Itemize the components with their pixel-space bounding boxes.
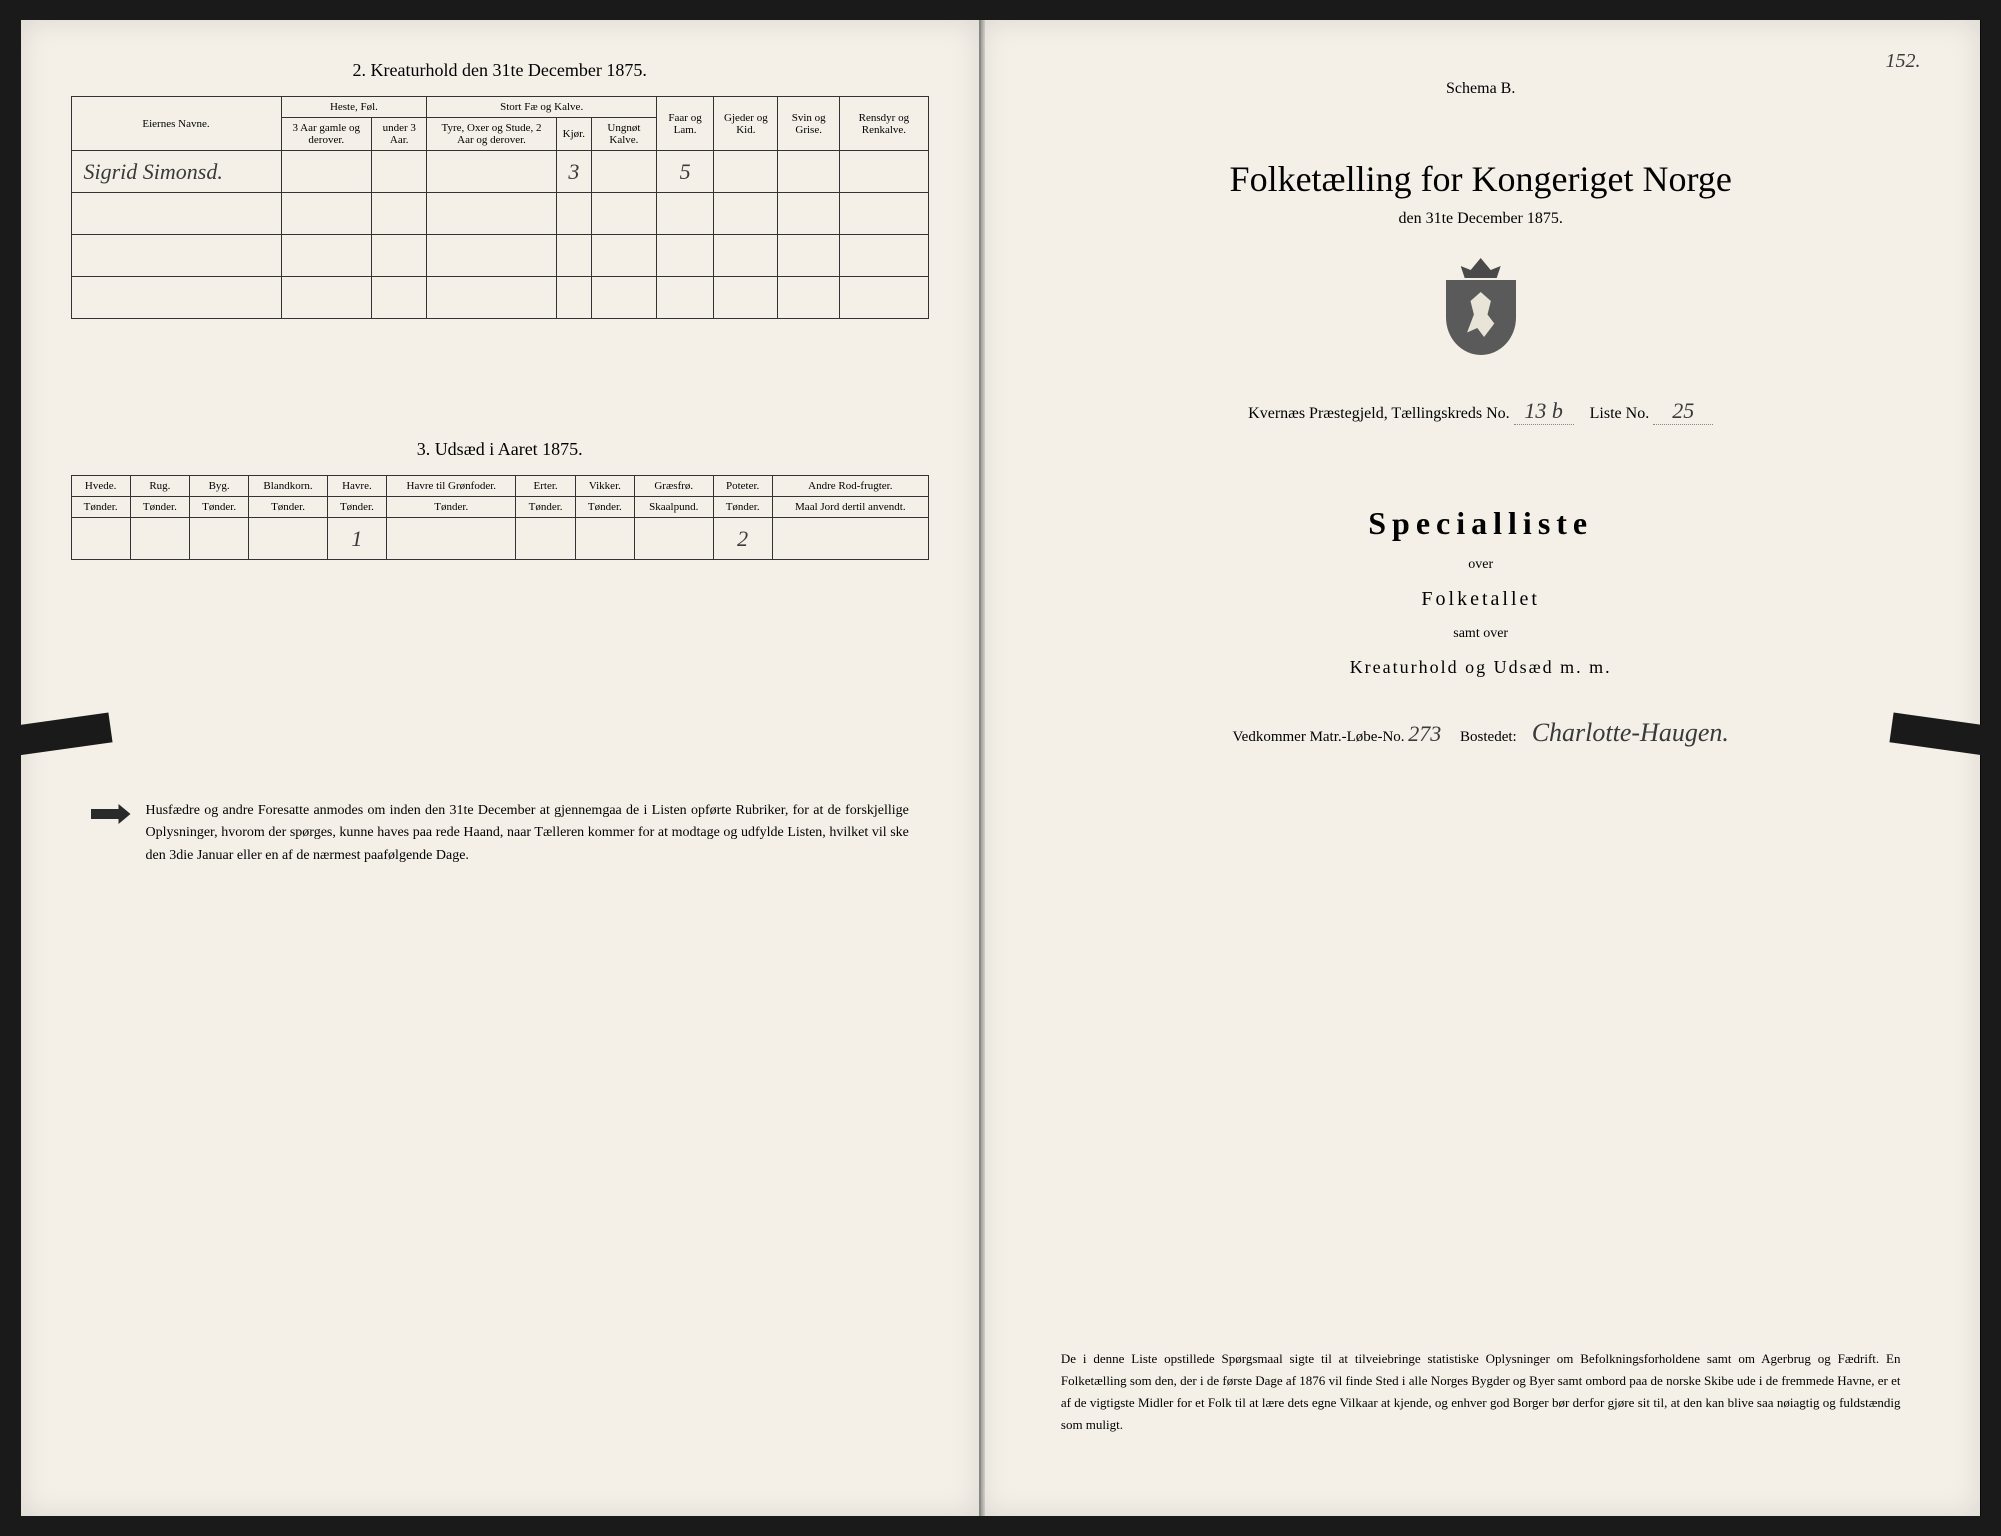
th3-1: Rug. — [130, 476, 189, 497]
cell-poteter: 2 — [713, 518, 772, 560]
tu3-2: Tønder. — [190, 497, 249, 518]
section3-title: 3. Udsæd i Aaret 1875. — [71, 439, 929, 460]
page-number: 152. — [1885, 50, 1920, 73]
th3-7: Vikker. — [575, 476, 634, 497]
bosted-label: Bostedet: — [1460, 729, 1517, 745]
cell-havre: 1 — [327, 518, 386, 560]
th-stort-1: Kjør. — [556, 118, 591, 151]
th3-8: Græsfrø. — [634, 476, 713, 497]
th-stort-0: Tyre, Oxer og Stude, 2 Aar og derover. — [427, 118, 556, 151]
coat-of-arms-icon — [1441, 258, 1521, 358]
table-header-row: Hvede. Rug. Byg. Blandkorn. Havre. Havre… — [71, 476, 928, 497]
udsaed-table: Hvede. Rug. Byg. Blandkorn. Havre. Havre… — [71, 475, 929, 560]
th-heste-1: under 3 Aar. — [372, 118, 427, 151]
th3-9: Poteter. — [713, 476, 772, 497]
lion-icon — [1464, 292, 1498, 337]
book-spine — [981, 20, 985, 1516]
right-page: 152. Schema B. Folketælling for Kongerig… — [981, 20, 1981, 1516]
left-footnote: Husfædre og andre Foresatte anmodes om i… — [71, 800, 929, 867]
th3-10: Andre Rod-frugter. — [772, 476, 928, 497]
tu3-6: Tønder. — [516, 497, 575, 518]
th-faar: Faar og Lam. — [656, 97, 713, 151]
matr-no: 273 — [1408, 721, 1441, 746]
liste-label: Liste No. — [1590, 405, 1650, 422]
th-heste: Heste, Føl. — [281, 97, 427, 118]
th-heste-0: 3 Aar gamle og derover. — [281, 118, 372, 151]
matr-line: Vedkommer Matr.-Løbe-No. 273 Bostedet: C… — [1031, 718, 1931, 748]
table-row: Sigrid Simonsd. 3 5 — [71, 151, 928, 193]
kreds-line: Kvernæs Præstegjeld, Tællingskreds No. 1… — [1031, 398, 1931, 425]
table-row: 1 2 — [71, 518, 928, 560]
sub-date: den 31te December 1875. — [1031, 210, 1931, 228]
tu3-0: Tønder. — [71, 497, 130, 518]
th3-2: Byg. — [190, 476, 249, 497]
th3-6: Erter. — [516, 476, 575, 497]
th3-3: Blandkorn. — [249, 476, 328, 497]
tu3-7: Tønder. — [575, 497, 634, 518]
th-stort-2: Ungnøt Kalve. — [591, 118, 656, 151]
th-eiernes: Eiernes Navne. — [71, 97, 281, 151]
tu3-8: Skaalpund. — [634, 497, 713, 518]
tu3-9: Tønder. — [713, 497, 772, 518]
footnote-text: Husfædre og andre Foresatte anmodes om i… — [146, 800, 909, 867]
left-page: 2. Kreaturhold den 31te December 1875. E… — [21, 20, 981, 1516]
kreaturhold-label: Kreaturhold og Udsæd m. m. — [1031, 657, 1931, 678]
tu3-10: Maal Jord dertil anvendt. — [772, 497, 928, 518]
kreds-no: 13 b — [1514, 398, 1574, 425]
cell-name: Sigrid Simonsd. — [71, 151, 281, 193]
th3-5: Havre til Grønfoder. — [387, 476, 516, 497]
tu3-1: Tønder. — [130, 497, 189, 518]
th3-4: Havre. — [327, 476, 386, 497]
cell-kjor: 3 — [556, 151, 591, 193]
cell-faar: 5 — [656, 151, 713, 193]
field-prefix: Kvernæs Præstegjeld, Tællingskreds No. — [1248, 405, 1509, 422]
th-gjeder: Gjeder og Kid. — [714, 97, 778, 151]
matr-label: Vedkommer Matr.-Løbe-No. — [1233, 729, 1405, 745]
samt-label: samt over — [1031, 626, 1931, 642]
folketallet-label: Folketallet — [1031, 588, 1931, 611]
table-units-row: Tønder. Tønder. Tønder. Tønder. Tønder. … — [71, 497, 928, 518]
main-title: Folketælling for Kongeriget Norge — [1031, 158, 1931, 200]
tu3-3: Tønder. — [249, 497, 328, 518]
schema-label: Schema B. — [1031, 80, 1931, 98]
pointing-hand-icon — [91, 804, 131, 824]
th-svin: Svin og Grise. — [778, 97, 839, 151]
tu3-4: Tønder. — [327, 497, 386, 518]
th3-0: Hvede. — [71, 476, 130, 497]
bosted-value: Charlotte-Haugen. — [1532, 718, 1729, 747]
th-rensdyr: Rensdyr og Renkalve. — [839, 97, 928, 151]
th-stort: Stort Fæ og Kalve. — [427, 97, 656, 118]
shield-icon — [1446, 280, 1516, 355]
tu3-5: Tønder. — [387, 497, 516, 518]
book-spread: 2. Kreaturhold den 31te December 1875. E… — [21, 20, 1981, 1516]
crown-icon — [1461, 258, 1501, 278]
section2-title: 2. Kreaturhold den 31te December 1875. — [71, 60, 929, 81]
over-label: over — [1031, 557, 1931, 573]
kreaturhold-table: Eiernes Navne. Heste, Føl. Stort Fæ og K… — [71, 96, 929, 319]
specialliste-title: Specialliste — [1031, 505, 1931, 542]
right-footnote: De i denne Liste opstillede Spørgsmaal s… — [1061, 1348, 1901, 1436]
liste-no: 25 — [1653, 398, 1713, 425]
